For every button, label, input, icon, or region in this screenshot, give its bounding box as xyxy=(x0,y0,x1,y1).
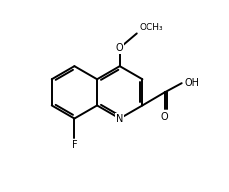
Text: OCH₃: OCH₃ xyxy=(139,23,163,32)
Text: O: O xyxy=(160,112,168,122)
Text: OH: OH xyxy=(183,78,198,88)
Text: N: N xyxy=(116,113,123,123)
Text: O: O xyxy=(115,43,123,53)
Text: F: F xyxy=(71,141,77,151)
